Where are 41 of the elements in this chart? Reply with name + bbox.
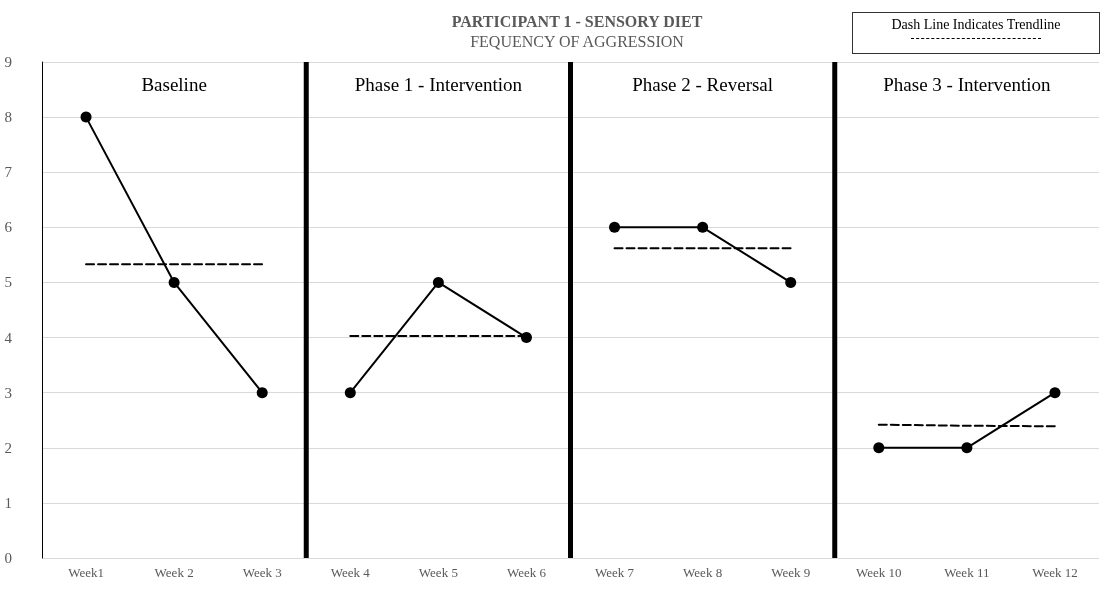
- y-tick-label: 3: [4, 384, 12, 401]
- x-tick-label: Week 5: [418, 565, 458, 580]
- y-tick-label: 0: [4, 550, 12, 566]
- y-tick-label: 7: [4, 164, 13, 181]
- point: [873, 442, 885, 454]
- x-tick-label: Week 2: [154, 565, 194, 580]
- y-tick-label: 5: [4, 274, 12, 291]
- y-tick-label: 9: [4, 54, 12, 70]
- x-tick-label: Week 6: [506, 565, 547, 580]
- y-tick-label: 6: [4, 219, 13, 236]
- x-tick-label: Week 11: [944, 565, 990, 580]
- point: [80, 111, 92, 123]
- point: [256, 387, 268, 399]
- x-tick-label: Week 12: [1032, 565, 1078, 580]
- x-tick-label: Week1: [68, 565, 104, 580]
- point: [609, 221, 621, 233]
- point: [1049, 387, 1061, 399]
- annotation: Phase 1 - Intervention: [354, 74, 523, 95]
- chart-title: PARTICIPANT 1 - SENSORY DIET: [451, 12, 703, 30]
- x-tick-label: Week 8: [683, 565, 723, 580]
- point: [697, 221, 709, 233]
- point: [520, 332, 532, 344]
- y-tick-label: 1: [4, 494, 12, 511]
- x-tick-label: Week 4: [330, 565, 371, 580]
- y-tick-label: 2: [4, 439, 12, 456]
- annotation: Phase 3 - Intervention: [883, 74, 1051, 95]
- point: [961, 442, 973, 454]
- y-tick-label: 4: [4, 329, 13, 346]
- point: [168, 276, 180, 288]
- text: Dash Line Indicates Trendline: [891, 17, 1061, 33]
- y-tick-label: 8: [4, 109, 12, 126]
- chart-subtitle: FEQUENCY OF AGGRESSION: [470, 32, 685, 50]
- x-tick-label: Week 9: [771, 565, 811, 580]
- point: [344, 387, 356, 399]
- annotation: Phase 2 - Reversal: [632, 74, 774, 95]
- point: [785, 276, 797, 288]
- x-tick-label: Week 7: [595, 565, 635, 580]
- x-tick-label: Week 3: [242, 565, 282, 580]
- point: [432, 276, 444, 288]
- x-tick-label: Week 10: [856, 565, 902, 580]
- annotation: Baseline: [141, 74, 207, 95]
